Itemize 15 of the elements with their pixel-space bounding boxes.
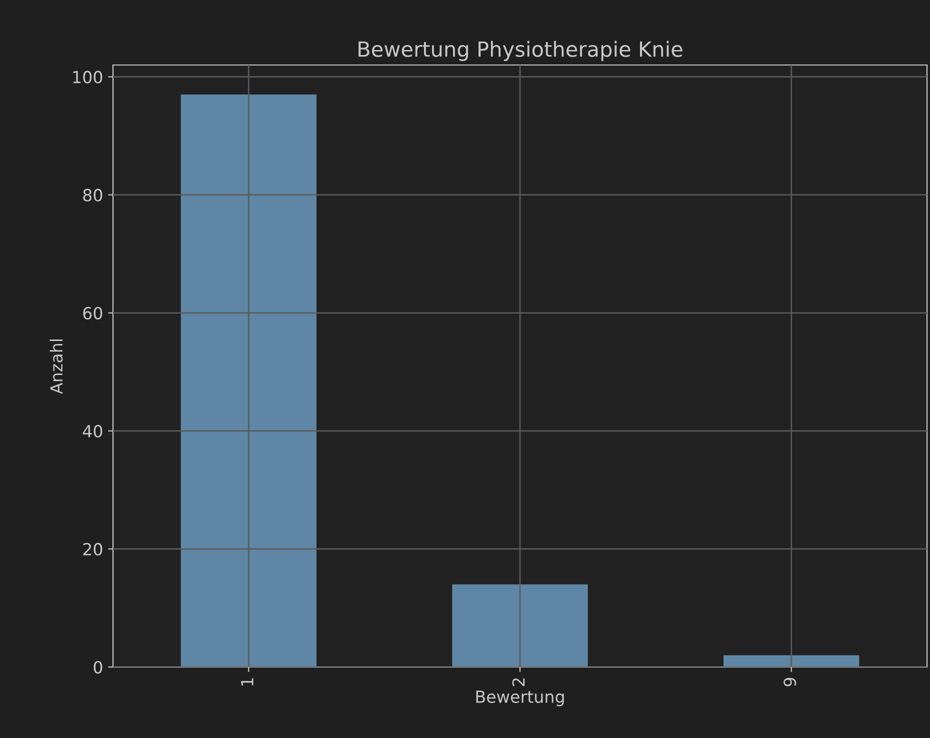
x-axis-title: Bewertung [476, 690, 564, 706]
y-tick-label: 40 [82, 424, 102, 438]
chart-title: Bewertung Physiotherapie Knie [358, 40, 682, 61]
x-tick-label: 9 [784, 678, 796, 686]
y-tick-label: 20 [83, 542, 102, 556]
y-axis-title: Anzahl [50, 340, 63, 394]
bar [724, 655, 860, 667]
x-tick-label: 2 [512, 678, 525, 686]
bar [180, 94, 316, 667]
y-tick-label: 100 [73, 70, 102, 84]
y-tick-label: 60 [83, 306, 102, 320]
bar [452, 584, 588, 667]
x-tick-label: 1 [241, 678, 254, 686]
y-tick-label: 80 [83, 188, 102, 202]
y-tick-label: 0 [94, 660, 102, 674]
